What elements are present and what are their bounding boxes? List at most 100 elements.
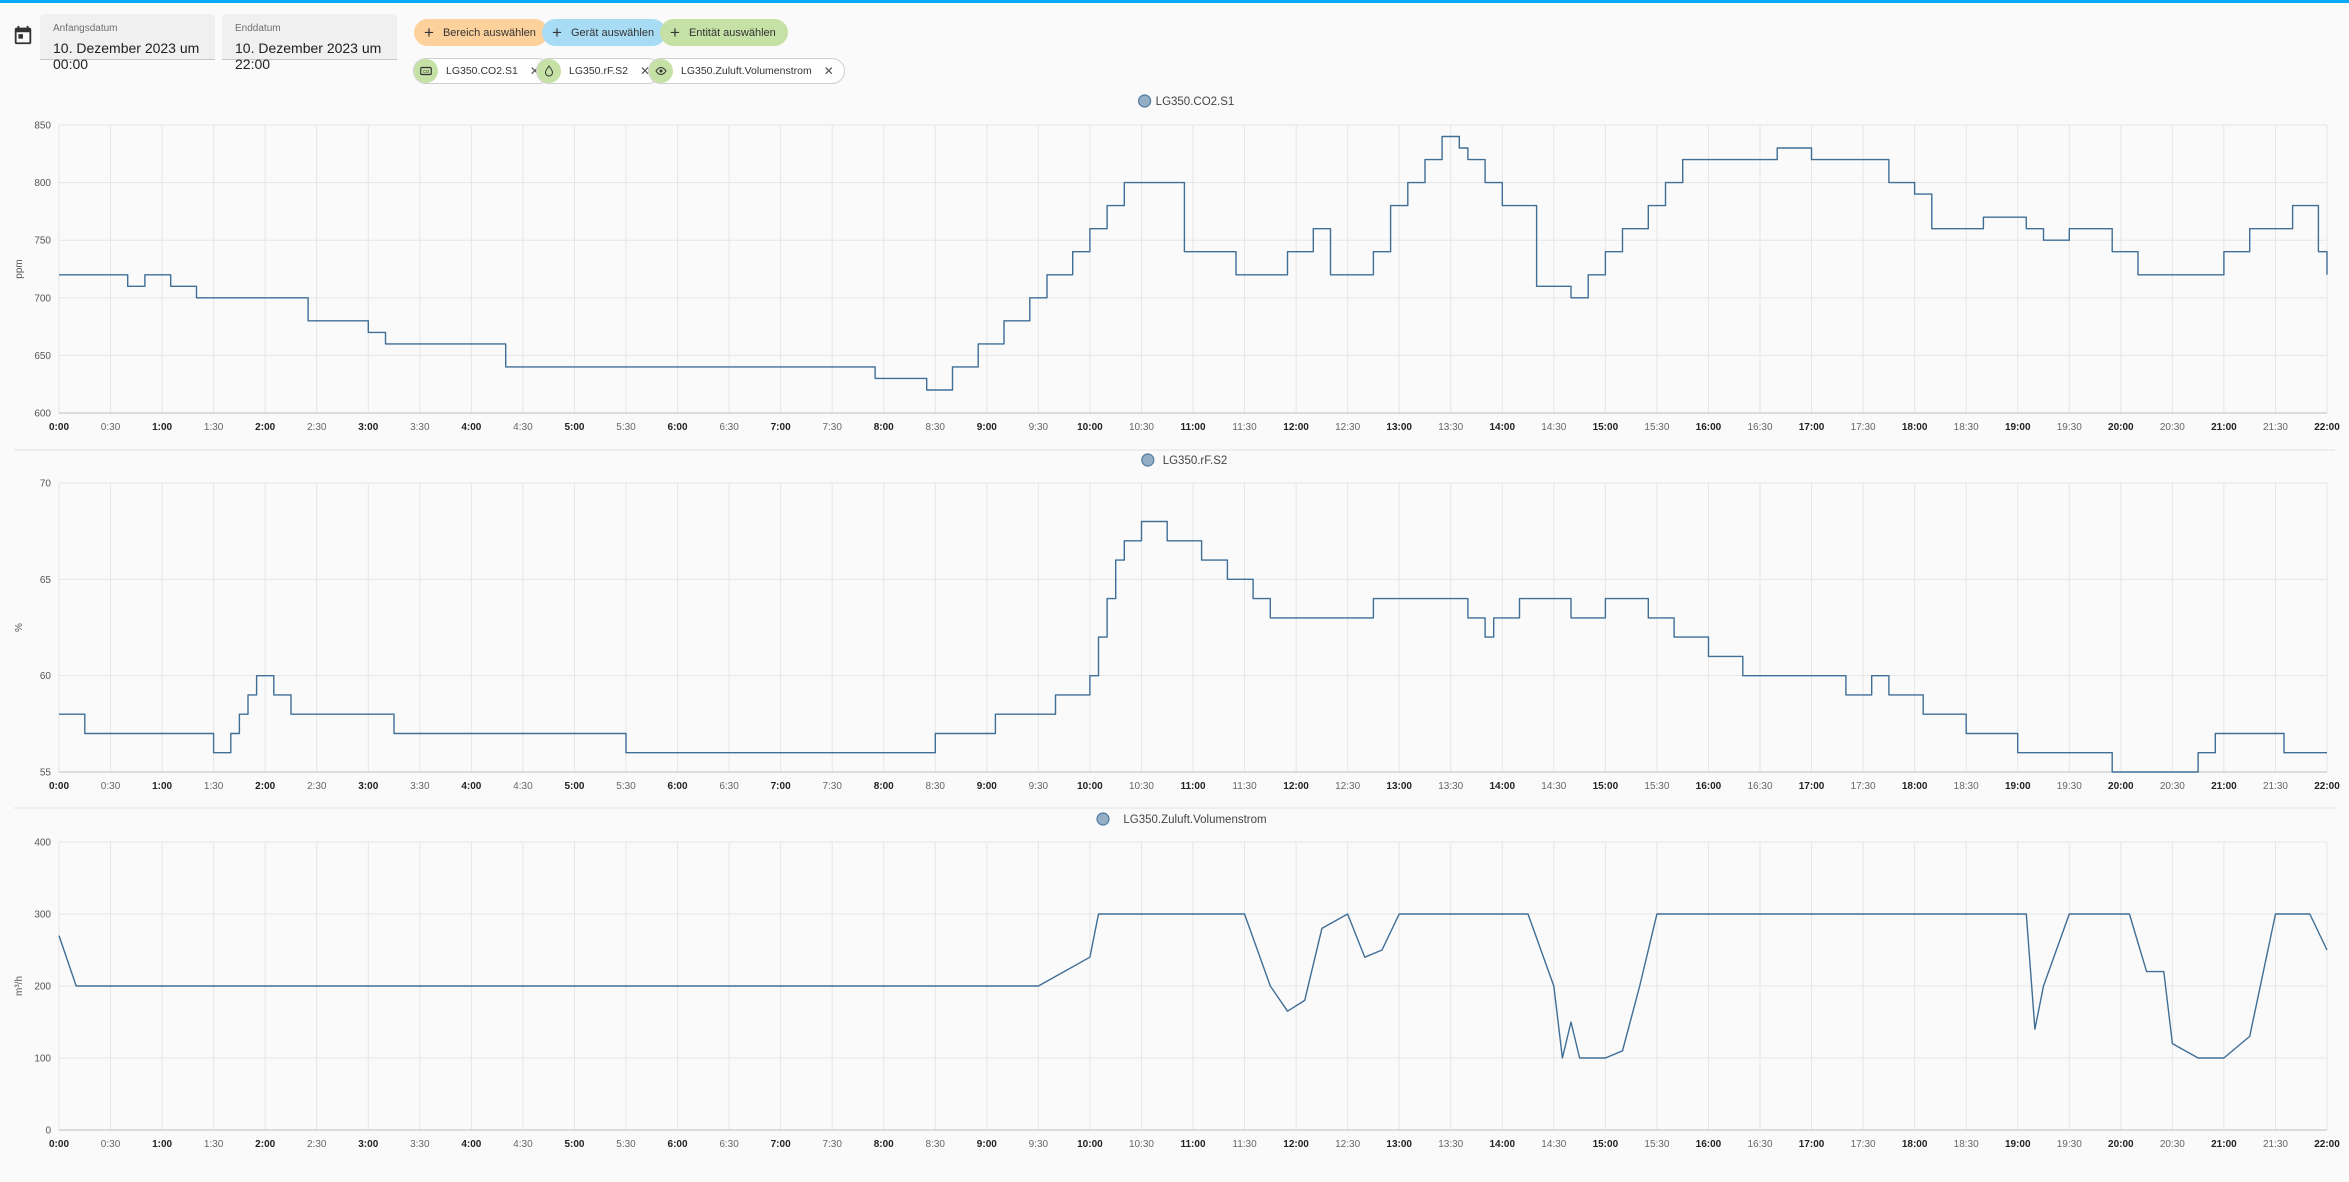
x-tick-label: 10:30: [1129, 781, 1154, 792]
chart-panel: 0:00 0:30 1:00 1:30 2:00 2:30 3:00 3:30 4:00 4:30…: [14, 94, 2340, 433]
select-entity-button[interactable]: + Entität auswählen: [660, 19, 788, 46]
x-tick-label: 11:30: [1232, 422, 1257, 433]
x-tick-label: 8:00: [874, 422, 894, 433]
legend-dot: [1141, 453, 1155, 467]
y-tick-label: 650: [34, 351, 51, 362]
x-tick-label: 1:00: [152, 422, 172, 433]
x-tick-label: 19:00: [2005, 422, 2031, 433]
x-tick-label: 18:30: [1954, 781, 1979, 792]
x-tick-label: 21:30: [2263, 1139, 2288, 1150]
x-tick-label: 20:00: [2108, 422, 2134, 433]
close-icon[interactable]: ✕: [823, 64, 834, 78]
x-tick-label: 11:00: [1180, 422, 1205, 433]
select-area-label: Bereich auswählen: [442, 26, 536, 39]
x-tick-label: 5:00: [564, 422, 584, 433]
x-tick-label: 10:30: [1129, 422, 1154, 433]
x-tick-label: 19:30: [2057, 422, 2082, 433]
x-tick-label: 13:30: [1438, 422, 1463, 433]
x-tick-label: 8:30: [926, 1139, 946, 1150]
calendar-icon[interactable]: [12, 24, 34, 46]
x-tick-label: 22:00: [2314, 422, 2340, 433]
eye-icon: [649, 59, 673, 83]
top-accent-bar: [0, 0, 2349, 3]
plus-icon: +: [424, 23, 434, 42]
y-axis-label: %: [14, 623, 25, 632]
x-tick-label: 3:00: [358, 1139, 378, 1150]
x-tick-label: 21:00: [2211, 422, 2237, 433]
x-tick-label: 3:30: [410, 1139, 430, 1150]
x-tick-label: 5:30: [616, 422, 636, 433]
x-tick-label: 15:00: [1593, 1139, 1619, 1150]
start-date-label: Anfangsdatum: [53, 23, 118, 34]
x-tick-label: 18:30: [1954, 422, 1979, 433]
plus-icon: +: [670, 23, 680, 42]
x-tick-label: 12:30: [1335, 422, 1360, 433]
x-tick-label: 1:30: [204, 422, 224, 433]
series-line: [58, 913, 2328, 1059]
legend-dot: [1137, 94, 1152, 108]
x-tick-label: 13:00: [1386, 422, 1412, 433]
start-date-field[interactable]: Anfangsdatum 10. Dezember 2023 um 00:00: [40, 14, 215, 72]
x-tick-label: 20:00: [2108, 781, 2134, 792]
x-tick-label: 12:00: [1283, 781, 1309, 792]
x-tick-label: 17:30: [1851, 422, 1876, 433]
y-tick-label: 100: [34, 1054, 51, 1065]
close-icon[interactable]: ✕: [639, 64, 651, 78]
x-tick-label: 5:30: [616, 1139, 636, 1150]
x-tick-label: 15:30: [1644, 781, 1669, 792]
x-tick-label: 12:30: [1335, 781, 1360, 792]
x-tick-label: 7:00: [771, 422, 791, 433]
end-date-value: 10. Dezember 2023 um 22:00: [235, 40, 382, 72]
x-tick-label: 14:00: [1489, 1139, 1515, 1150]
x-tick-label: 4:00: [461, 422, 481, 433]
x-tick-label: 1:00: [152, 781, 172, 792]
y-tick-label: 600: [34, 409, 51, 420]
series-line: [59, 135, 2328, 391]
x-tick-label: 8:00: [874, 1139, 894, 1150]
x-tick-label: 4:30: [513, 781, 533, 792]
select-device-label: Gerät auswählen: [570, 26, 655, 39]
x-tick-label: 21:00: [2211, 781, 2237, 792]
y-tick-label: 200: [34, 982, 51, 993]
x-tick-label: 14:30: [1541, 781, 1566, 792]
entity-chip-airflow[interactable]: LG350.Zuluft.Volumenstrom ✕: [648, 58, 845, 84]
y-tick-label: 750: [34, 236, 51, 247]
y-axis-label: ppm: [14, 259, 25, 278]
select-device-button[interactable]: + Gerät auswählen: [542, 19, 667, 46]
x-tick-label: 9:00: [977, 1139, 997, 1150]
chart-title: LG350.Zuluft.Volumenstrom: [1123, 814, 1266, 826]
x-tick-label: 8:30: [926, 781, 946, 792]
x-tick-label: 18:00: [1902, 422, 1928, 433]
x-tick-label: 16:00: [1696, 1139, 1722, 1150]
x-tick-label: 0:30: [101, 1139, 121, 1150]
x-tick-label: 1:30: [204, 781, 224, 792]
x-tick-label: 4:00: [461, 781, 481, 792]
x-tick-label: 2:00: [255, 1139, 275, 1150]
select-area-button[interactable]: + Bereich auswählen: [414, 19, 548, 46]
x-tick-label: 5:30: [616, 781, 636, 792]
x-tick-label: 15:00: [1593, 422, 1619, 433]
x-tick-label: 11:30: [1232, 1139, 1257, 1150]
x-tick-label: 7:00: [771, 1139, 791, 1150]
x-tick-label: 22:00: [2314, 1139, 2340, 1150]
x-tick-label: 4:30: [513, 422, 533, 433]
x-tick-label: 17:00: [1799, 1139, 1825, 1150]
close-icon[interactable]: ✕: [529, 64, 540, 78]
x-tick-label: 11:00: [1180, 781, 1205, 792]
x-tick-label: 6:30: [719, 1139, 739, 1150]
y-axis-label: m³/h: [14, 976, 25, 996]
x-tick-label: 10:00: [1077, 781, 1103, 792]
chart-panel: 0:00 0:30 1:00 1:30 2:00 2:30 3:00 3:30 4:00 4:30…: [14, 453, 2340, 792]
entity-chip-co2[interactable]: CO LG350.CO2.S1 ✕: [413, 58, 551, 84]
x-tick-label: 1:00: [152, 1139, 172, 1150]
x-tick-label: 6:00: [668, 422, 688, 433]
x-tick-label: 19:00: [2005, 781, 2031, 792]
x-tick-label: 20:00: [2108, 1139, 2134, 1150]
end-date-field[interactable]: Enddatum 10. Dezember 2023 um 22:00: [222, 14, 397, 72]
x-tick-label: 13:00: [1386, 781, 1412, 792]
x-tick-label: 21:00: [2211, 1139, 2237, 1150]
x-tick-label: 7:00: [771, 781, 791, 792]
x-tick-label: 12:00: [1283, 422, 1309, 433]
x-tick-label: 0:00: [49, 1139, 69, 1150]
chart-title: LG350.CO2.S1: [1156, 96, 1235, 108]
